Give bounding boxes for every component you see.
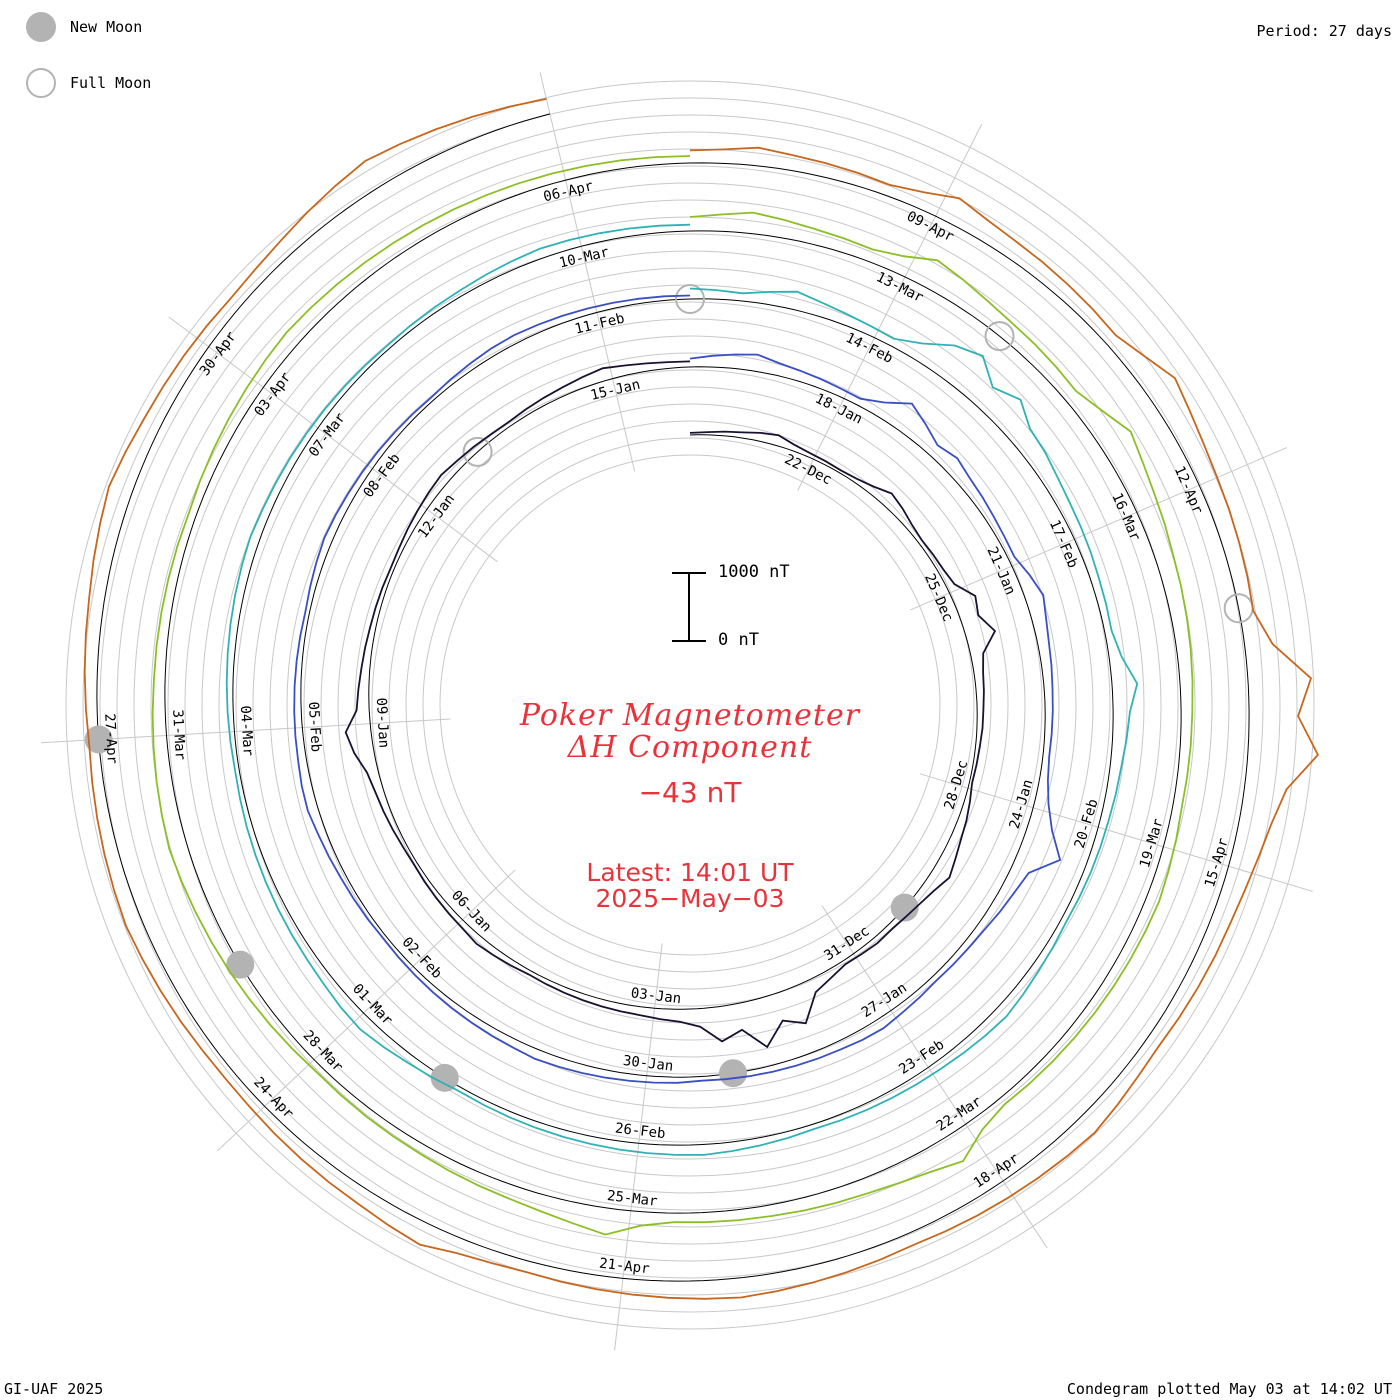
grid-ring <box>252 267 1128 1143</box>
grid-ring <box>337 352 1043 1058</box>
radial-line <box>539 72 636 472</box>
grid-ring <box>303 318 1077 1092</box>
grid-ring <box>235 250 1145 1160</box>
grid-ring <box>354 369 1026 1041</box>
moon-phase-markers <box>84 284 1254 1092</box>
chart-title-line1: Poker Magnetometer <box>519 698 861 733</box>
radial-line <box>821 905 1048 1249</box>
legend-full-moon-label: Full Moon <box>70 74 152 92</box>
date-label: 09-Jan <box>373 697 392 748</box>
date-label: 26-Feb <box>614 1120 666 1142</box>
new-moon-marker <box>430 1063 459 1092</box>
date-label: 25-Mar <box>606 1188 658 1210</box>
footer-credit: GI-UAF 2025 <box>4 1380 104 1398</box>
radial-line <box>910 447 1288 611</box>
legend-new-moon-label: New Moon <box>70 18 143 36</box>
grid-ring <box>99 114 1281 1296</box>
new-moon-icon <box>26 12 56 42</box>
grid-ring <box>184 199 1196 1211</box>
scale-bar <box>672 572 706 642</box>
new-moon-marker <box>890 893 919 922</box>
chart-title-line2: ΔH Component <box>567 730 813 765</box>
full-moon-icon <box>26 68 56 98</box>
grid-ring <box>133 148 1247 1262</box>
series-line-2 <box>293 294 1062 1084</box>
radial-line <box>797 123 983 491</box>
grid-ring <box>167 182 1213 1228</box>
latest-time: Latest: 14:01 UT <box>586 858 794 887</box>
legend-new-moon: New Moon <box>26 12 142 42</box>
date-label: 11-Feb <box>573 310 626 337</box>
date-label: 16-Mar <box>1108 491 1143 544</box>
new-moon-marker <box>719 1059 748 1088</box>
series-line-5 <box>83 98 1319 1300</box>
grid-ring <box>320 335 1060 1075</box>
grid-ring <box>116 131 1264 1279</box>
full-moon-marker <box>984 321 1015 352</box>
radial-line <box>168 316 498 563</box>
grid-ring <box>439 454 941 956</box>
grid-ring <box>388 403 992 1007</box>
baseline-spiral <box>96 113 1250 1282</box>
date-label: 06-Apr <box>542 178 595 205</box>
full-moon-marker <box>462 436 493 467</box>
grid-ring <box>405 420 975 990</box>
date-label: 10-Mar <box>558 244 611 271</box>
data-series <box>83 98 1319 1300</box>
scale-bottom-label: 0 nT <box>718 630 759 650</box>
series-line-1 <box>344 360 997 1049</box>
date-label: 17-Feb <box>1046 518 1081 571</box>
date-label: 30-Jan <box>622 1053 674 1075</box>
date-label: 03-Jan <box>630 985 682 1007</box>
date-label: 31-Mar <box>169 709 188 760</box>
scale-top-label: 1000 nT <box>718 562 790 582</box>
footer-plotted: Condegram plotted May 03 at 14:02 UT <box>1066 1380 1392 1398</box>
radial-date-lines <box>41 72 1313 1351</box>
date-label: 12-Jan <box>415 491 458 541</box>
legend-full-moon: Full Moon <box>26 68 151 98</box>
grid-rings <box>65 80 1315 1330</box>
grid-ring <box>82 97 1298 1313</box>
radial-line <box>614 943 663 1351</box>
date-label: 27-Apr <box>101 713 120 764</box>
radial-line <box>919 773 1313 892</box>
latest-date: 2025−May−03 <box>595 884 785 913</box>
series-line-3 <box>225 223 1139 1156</box>
date-label: 15-Jan <box>589 377 642 404</box>
grid-ring <box>65 80 1315 1330</box>
new-moon-marker <box>84 725 113 754</box>
baseline-path <box>96 113 1250 1282</box>
date-label: 04-Mar <box>237 705 256 756</box>
grid-ring <box>218 233 1162 1177</box>
date-label: 05-Feb <box>305 701 324 752</box>
grid-ring <box>150 165 1230 1245</box>
date-label: 21-Apr <box>598 1256 650 1278</box>
radial-line <box>216 869 516 1152</box>
grid-ring <box>286 301 1094 1109</box>
full-moon-marker <box>675 284 705 314</box>
new-moon-marker <box>226 950 255 979</box>
grid-ring <box>371 386 1009 1024</box>
series-line-4 <box>151 155 1194 1236</box>
grid-ring <box>422 437 958 973</box>
date-label: 12-Apr <box>1171 464 1206 517</box>
period-label: Period: 27 days <box>1256 22 1392 40</box>
current-value: −43 nT <box>638 776 742 809</box>
